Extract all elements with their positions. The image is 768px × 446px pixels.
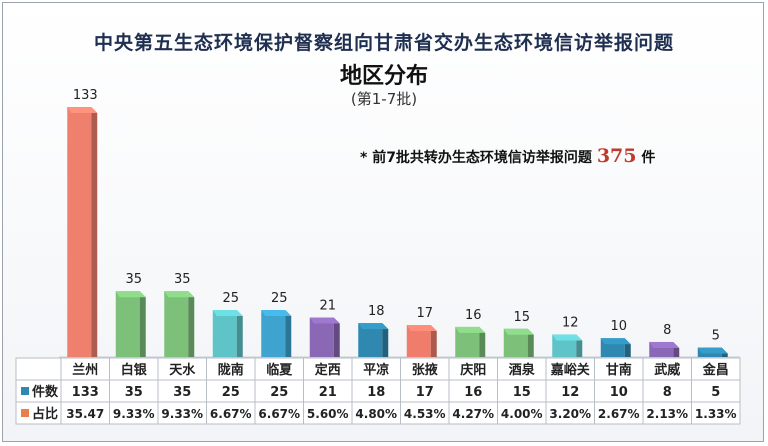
data-label-张掖: 17 [416, 306, 433, 321]
category-label-陇南: 陇南 [218, 362, 244, 378]
count-cell-庆阳: 16 [464, 385, 482, 400]
bar-top-酒泉 [503, 328, 534, 335]
data-table [15, 357, 741, 425]
bar-side-陇南 [236, 310, 243, 357]
row-header-占比: 占比 [32, 406, 58, 422]
share-cell-酒泉: 4.00% [501, 407, 543, 421]
data-label-天水: 35 [174, 272, 191, 287]
category-label-白银: 白银 [121, 362, 148, 378]
share-cell-定西: 5.60% [307, 407, 349, 421]
data-label-平凉: 18 [368, 304, 385, 319]
bar-side-白银 [139, 291, 146, 357]
category-label-天水: 天水 [169, 362, 196, 378]
data-label-定西: 21 [319, 299, 336, 314]
bar-top-嘉峪关 [552, 334, 583, 341]
data-label-酒泉: 15 [513, 310, 530, 325]
row-header-件数: 件数 [32, 384, 59, 400]
bar-top-陇南 [212, 310, 243, 317]
count-cell-兰州: 133 [72, 385, 99, 400]
bar-side-张掖 [430, 325, 437, 357]
bar-front-定西 [309, 317, 334, 357]
count-cell-陇南: 25 [222, 385, 240, 400]
count-cell-酒泉: 15 [513, 385, 531, 400]
bar-top-甘南 [600, 338, 631, 345]
bar-top-庆阳 [455, 326, 486, 333]
legend-key-占比 [21, 409, 29, 417]
count-cell-白银: 35 [125, 385, 143, 400]
chart-subtitle: 地区分布 [339, 64, 428, 89]
count-cell-天水: 35 [173, 385, 191, 400]
share-cell-临夏: 6.67% [258, 407, 300, 421]
bar-top-临夏 [261, 310, 292, 317]
bar-top-兰州 [67, 107, 98, 113]
bar-side-兰州 [91, 107, 98, 357]
bar-top-定西 [309, 317, 340, 324]
legend-key-件数 [21, 387, 29, 395]
category-label-临夏: 临夏 [266, 362, 293, 378]
count-cell-金昌: 5 [711, 385, 720, 400]
count-cell-武威: 8 [663, 385, 672, 400]
bar-front-天水 [164, 291, 189, 357]
data-label-临夏: 25 [271, 291, 288, 306]
chart-period: (第1-7批) [350, 90, 418, 108]
data-label-白银: 35 [125, 272, 142, 287]
category-label-平凉: 平凉 [363, 362, 389, 378]
total-note-prefix: * 前7批共转办生态环境信访举报问题 [360, 150, 592, 166]
count-cell-甘南: 10 [610, 385, 628, 400]
bar-side-定西 [333, 317, 340, 357]
data-label-甘南: 10 [610, 319, 627, 334]
category-label-金昌: 金昌 [702, 362, 729, 378]
data-label-金昌: 5 [712, 329, 720, 344]
bar-front-陇南 [212, 310, 237, 357]
share-cell-平凉: 4.80% [355, 407, 397, 421]
share-cell-甘南: 2.67% [598, 407, 640, 421]
bar-top-平凉 [358, 323, 389, 330]
category-label-张掖: 张掖 [412, 362, 439, 378]
share-cell-白银: 9.33% [113, 407, 155, 421]
share-cell-天水: 9.33% [161, 407, 203, 421]
share-cell-嘉峪关: 3.20% [549, 407, 591, 421]
data-label-嘉峪关: 12 [562, 315, 579, 330]
share-cell-兰州: 35.47 [66, 407, 104, 421]
data-label-武威: 8 [663, 323, 671, 338]
category-label-庆阳: 庆阳 [459, 362, 486, 378]
bar-top-张掖 [406, 325, 437, 332]
category-label-兰州: 兰州 [72, 362, 98, 378]
share-cell-庆阳: 4.27% [452, 407, 494, 421]
bar-front-兰州 [67, 107, 92, 357]
share-cell-金昌: 1.33% [695, 407, 737, 421]
bar-side-天水 [188, 291, 195, 357]
category-label-酒泉: 酒泉 [509, 362, 536, 378]
data-label-陇南: 25 [222, 291, 239, 306]
share-cell-陇南: 6.67% [210, 407, 252, 421]
chart-title: 中央第五生态环境保护督察组向甘肃省交办生态环境信访举报问题 [93, 32, 674, 54]
data-label-兰州: 133 [73, 88, 98, 103]
bar-side-庆阳 [479, 326, 486, 357]
bar-top-白银 [115, 291, 146, 298]
bar-side-酒泉 [527, 328, 534, 357]
total-note-number: 375 [596, 145, 637, 167]
share-cell-张掖: 4.53% [404, 407, 446, 421]
count-cell-定西: 21 [319, 385, 337, 400]
count-cell-嘉峪关: 12 [561, 385, 579, 400]
data-label-庆阳: 16 [465, 308, 482, 323]
bar-front-白银 [115, 291, 140, 357]
total-note: * 前7批共转办生态环境信访举报问题 375 件 [360, 145, 655, 167]
category-label-武威: 武威 [654, 362, 680, 378]
bar-side-平凉 [382, 323, 389, 357]
count-cell-平凉: 18 [367, 385, 385, 400]
category-label-定西: 定西 [314, 362, 341, 378]
category-label-嘉峪关: 嘉峪关 [550, 362, 590, 378]
category-label-甘南: 甘南 [606, 362, 632, 378]
bar-top-天水 [164, 291, 195, 298]
bar-front-临夏 [261, 310, 286, 357]
count-cell-临夏: 25 [270, 385, 288, 400]
total-note-suffix: 件 [641, 150, 656, 166]
bar-side-临夏 [285, 310, 292, 357]
count-cell-张掖: 17 [416, 385, 434, 400]
bar-top-武威 [649, 341, 680, 348]
share-cell-武威: 2.13% [646, 407, 688, 421]
bar-top-金昌 [697, 347, 728, 354]
